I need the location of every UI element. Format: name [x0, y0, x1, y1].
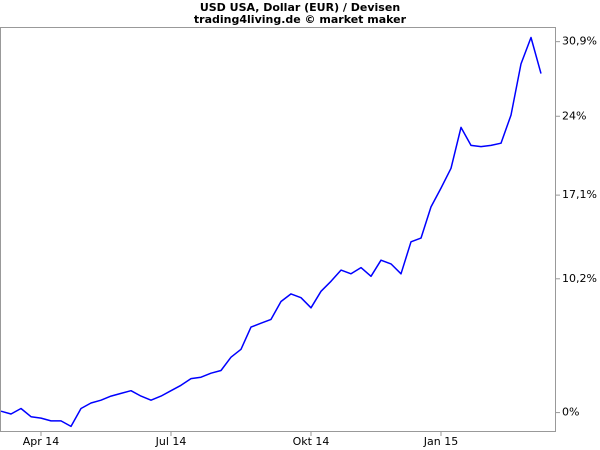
x-tick-label: Apr 14: [23, 435, 60, 448]
line-series: [0, 36, 542, 428]
x-tick-label: Jul 14: [155, 435, 187, 448]
plot-frame: [0, 27, 556, 432]
y-tick-label: 0%: [562, 406, 579, 419]
x-tick-label: Okt 14: [293, 435, 330, 448]
chart-subtitle: trading4living.de © market maker: [194, 13, 407, 26]
chart-title: USD USA, Dollar (EUR) / Devisen: [200, 1, 400, 14]
y-tick-label: 30,9%: [562, 35, 597, 48]
y-tick-label: 10,2%: [562, 272, 597, 285]
x-tick-label: Jan 15: [423, 435, 458, 448]
y-tick-label: 17,1%: [562, 188, 597, 201]
y-tick-label: 24%: [562, 109, 586, 122]
